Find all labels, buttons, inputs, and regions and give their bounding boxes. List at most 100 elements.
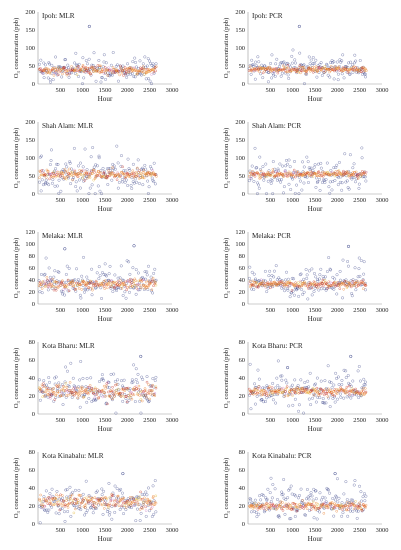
predicted-point	[126, 172, 129, 175]
predicted-point	[298, 285, 302, 289]
predicted-point	[90, 286, 94, 290]
observed-point	[341, 296, 344, 300]
predicted-point	[286, 70, 289, 73]
predicted-point	[49, 397, 52, 400]
predicted-point	[40, 69, 43, 73]
predicted-point	[264, 282, 267, 285]
predicted-point	[82, 69, 86, 72]
predicted-point	[359, 175, 362, 179]
observed-point	[63, 380, 67, 384]
predicted-point	[271, 284, 274, 287]
observed-point	[289, 65, 293, 69]
predicted-point	[117, 504, 121, 508]
observed-point	[335, 60, 339, 64]
observed-point	[347, 61, 350, 65]
observed-point	[131, 60, 135, 64]
predicted-point	[92, 70, 95, 73]
observed-point	[319, 267, 323, 271]
predicted-point	[104, 387, 108, 390]
observed-point	[300, 288, 304, 291]
observed-point	[346, 374, 350, 377]
observed-point	[59, 390, 63, 394]
observed-point	[84, 511, 88, 515]
predicted-point	[144, 505, 147, 509]
observed-point	[308, 62, 312, 66]
observed-point	[305, 65, 309, 69]
x-tick-label: 2500	[353, 527, 366, 534]
predicted-point	[130, 172, 134, 175]
predicted-point	[139, 172, 142, 175]
observed-point	[38, 398, 42, 402]
predicted-point	[140, 67, 144, 71]
predicted-point	[301, 283, 304, 287]
predicted-point	[43, 282, 47, 286]
predicted-point	[62, 66, 65, 69]
x-tick-label: 500	[266, 527, 276, 534]
observed-point	[111, 51, 115, 54]
observed-point	[299, 487, 303, 491]
observed-point	[348, 509, 352, 513]
observed-point	[115, 487, 119, 491]
observed-point	[345, 498, 349, 502]
predicted-point	[251, 507, 255, 510]
predicted-point	[101, 175, 105, 178]
x-tick-label: 1500	[309, 527, 322, 534]
observed-point	[318, 491, 322, 495]
x-tick-label: 1000	[76, 307, 89, 314]
predicted-point	[90, 281, 93, 284]
x-tick-label: 3000	[376, 417, 389, 424]
predicted-point	[288, 174, 291, 177]
predicted-point	[66, 506, 70, 509]
observed-point	[53, 382, 57, 386]
predicted-point	[54, 280, 58, 284]
observed-point	[38, 180, 42, 184]
x-tick-label: 2500	[353, 87, 366, 94]
predicted-point	[364, 173, 367, 176]
observed-point	[257, 186, 261, 190]
predicted-point	[110, 170, 113, 174]
predicted-point	[136, 288, 140, 291]
y-axis-label: O3 concentration (ppb)	[223, 238, 231, 299]
observed-point	[54, 55, 57, 59]
observed-point	[334, 498, 337, 502]
observed-point	[331, 497, 335, 500]
predicted-point	[105, 283, 108, 287]
y-tick-label: 150	[25, 137, 35, 144]
predicted-point	[349, 285, 353, 289]
predicted-point	[88, 175, 91, 178]
predicted-point	[133, 388, 137, 392]
observed-point	[149, 384, 153, 387]
predicted-point	[302, 66, 305, 69]
predicted-point	[272, 70, 275, 74]
predicted-point	[329, 65, 333, 68]
observed-point	[153, 267, 157, 271]
predicted-point	[126, 386, 130, 390]
observed-point	[124, 508, 128, 512]
predicted-point	[145, 395, 148, 399]
observed-point	[256, 55, 260, 59]
observed-point	[314, 185, 318, 189]
predicted-point	[68, 282, 71, 285]
predicted-point	[46, 393, 49, 396]
observed-point	[38, 378, 41, 382]
observed-point	[89, 376, 93, 380]
observed-point	[100, 373, 104, 377]
predicted-point	[323, 65, 327, 68]
predicted-point	[54, 175, 57, 179]
observed-point	[321, 397, 325, 400]
predicted-point	[138, 283, 141, 287]
predicted-point	[102, 285, 106, 288]
predicted-point	[56, 391, 60, 395]
observed-point	[334, 371, 338, 375]
observed-point	[135, 381, 139, 385]
predicted-point	[363, 284, 367, 287]
predicted-point	[296, 170, 300, 174]
observed-point	[102, 53, 106, 57]
observed-point	[81, 376, 85, 380]
predicted-point	[350, 67, 353, 71]
observed-point	[265, 192, 268, 196]
observed-point	[143, 55, 147, 59]
observed-point	[319, 61, 323, 65]
observed-point	[50, 63, 54, 67]
